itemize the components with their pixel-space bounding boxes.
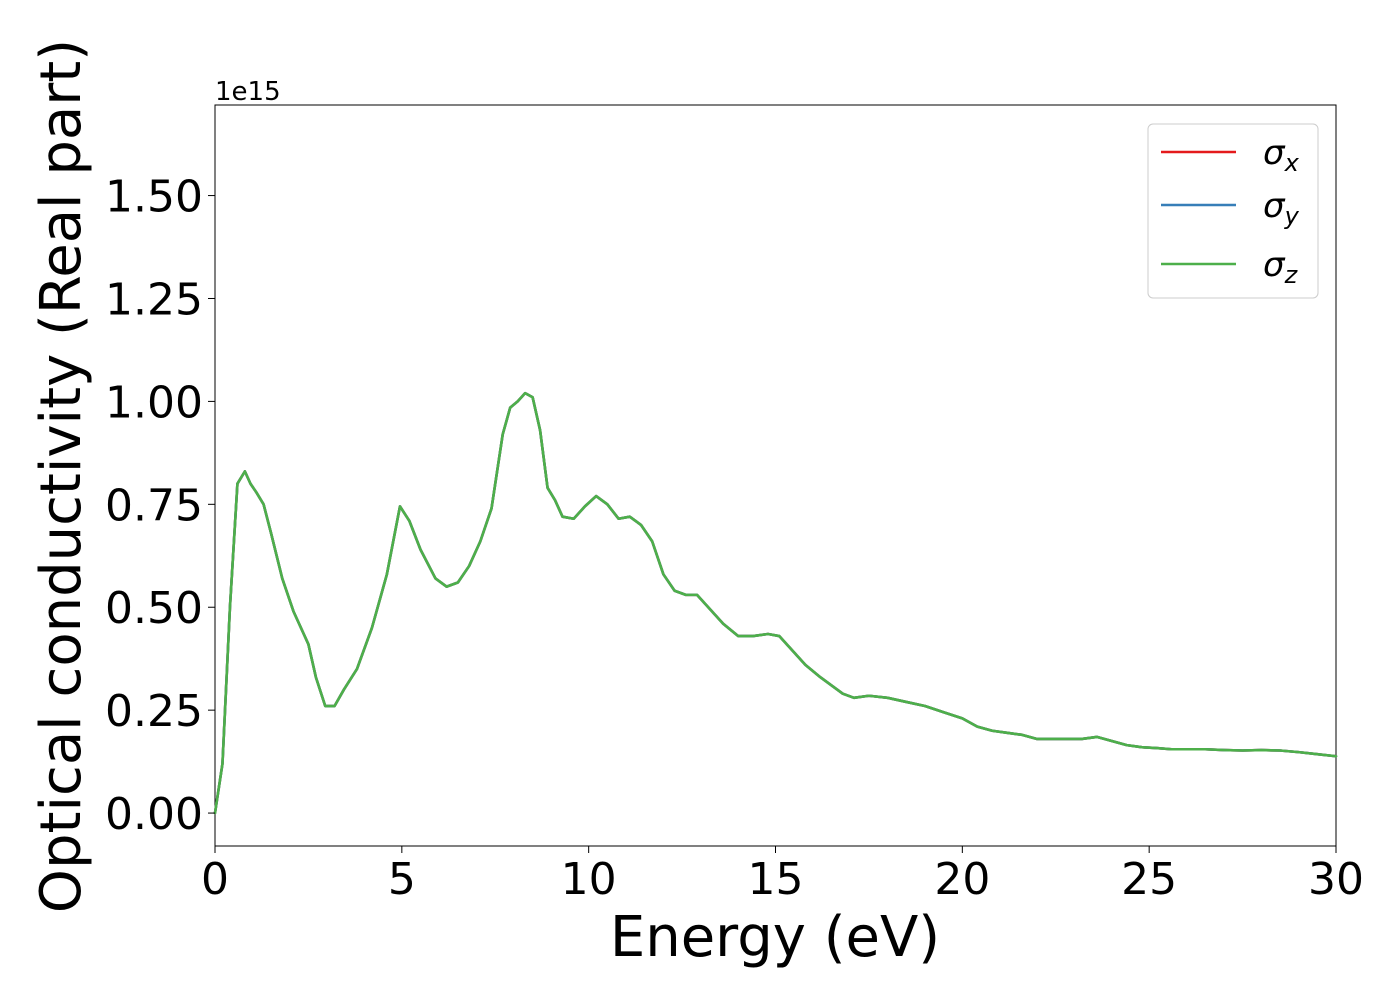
y-tick-label: 0.00 bbox=[105, 789, 203, 840]
legend-label-y: σy bbox=[1263, 186, 1300, 230]
x-axis-label: Energy (eV) bbox=[610, 905, 940, 970]
y-tick-label: 0.50 bbox=[105, 583, 203, 634]
x-tick-label: 25 bbox=[1121, 854, 1177, 905]
legend-box bbox=[1147, 123, 1319, 299]
x-tick-label: 5 bbox=[388, 854, 416, 905]
y-tick-label: 1.00 bbox=[105, 377, 203, 428]
y-tick-label: 1.25 bbox=[105, 274, 203, 325]
x-tick-label: 30 bbox=[1308, 854, 1364, 905]
y-tick-label: 1.50 bbox=[105, 172, 203, 223]
legend-label-x: σx bbox=[1263, 133, 1300, 177]
x-tick-label: 10 bbox=[561, 854, 617, 905]
x-tick-label: 20 bbox=[934, 854, 990, 905]
y-axis-label: Optical conductivity (Real part) bbox=[29, 39, 94, 913]
y-tick-label: 0.75 bbox=[105, 480, 203, 531]
x-tick-label: 15 bbox=[748, 854, 804, 905]
x-axis-ticks: 0 5 10 15 20 25 30 bbox=[201, 846, 1364, 905]
y-axis-ticks: 0.00 0.25 0.50 0.75 1.00 1.25 1.50 bbox=[105, 172, 215, 840]
legend: σx σy σz bbox=[1147, 123, 1319, 299]
y-tick-label: 0.25 bbox=[105, 686, 203, 737]
y-offset-text: 1e15 bbox=[215, 77, 281, 107]
series-line-z bbox=[213, 391, 1338, 815]
legend-label-z: σz bbox=[1263, 245, 1299, 289]
series-layer bbox=[213, 391, 1338, 815]
x-tick-label: 0 bbox=[201, 854, 229, 905]
